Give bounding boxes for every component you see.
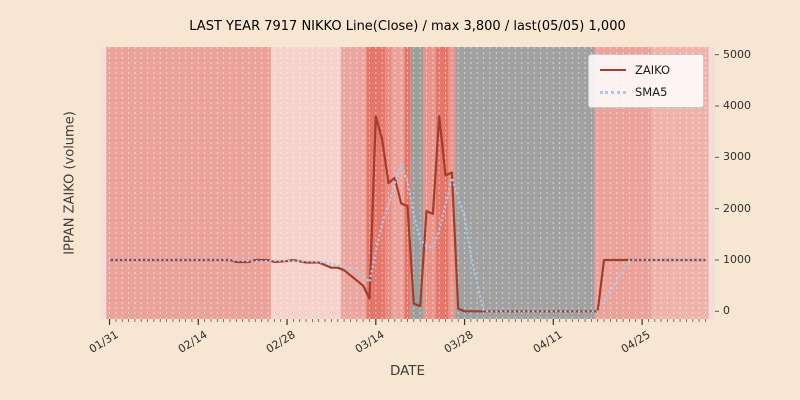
legend-label-zaiko: ZAIKO [635,63,671,77]
y-tick-label: 4000 [723,99,751,113]
y-tick-label: 1000 [723,252,751,266]
x-tick-label: 02/14 [175,328,210,356]
x-axis-label: DATE [389,363,426,379]
x-tick-label: 02/28 [264,328,298,356]
y-tick-label: 5000 [723,47,751,61]
x-tick-label: 04/11 [530,328,565,356]
y-tick-label: 2000 [723,201,751,215]
legend-item-sma5: SMA5 [600,85,692,99]
x-tick-label: 03/28 [441,328,476,356]
legend-label-sma5: SMA5 [635,85,668,99]
legend-item-zaiko: ZAIKO [600,63,692,77]
zaiko-line-sample [600,69,626,71]
x-tick-label: 01/31 [86,328,121,356]
legend: ZAIKO SMA5 [588,54,704,108]
x-tick-label: 04/25 [619,328,653,356]
x-tick-label: 03/14 [352,328,387,356]
y-tick-label: 3000 [723,150,751,164]
y-axis-label: IPPAN ZAIKO (volume) [62,111,78,255]
chart-title: LAST YEAR 7917 NIKKO Line(Close) / max 3… [189,19,626,34]
sma5-line-sample [600,90,626,94]
y-tick-label: 0 [723,304,730,318]
